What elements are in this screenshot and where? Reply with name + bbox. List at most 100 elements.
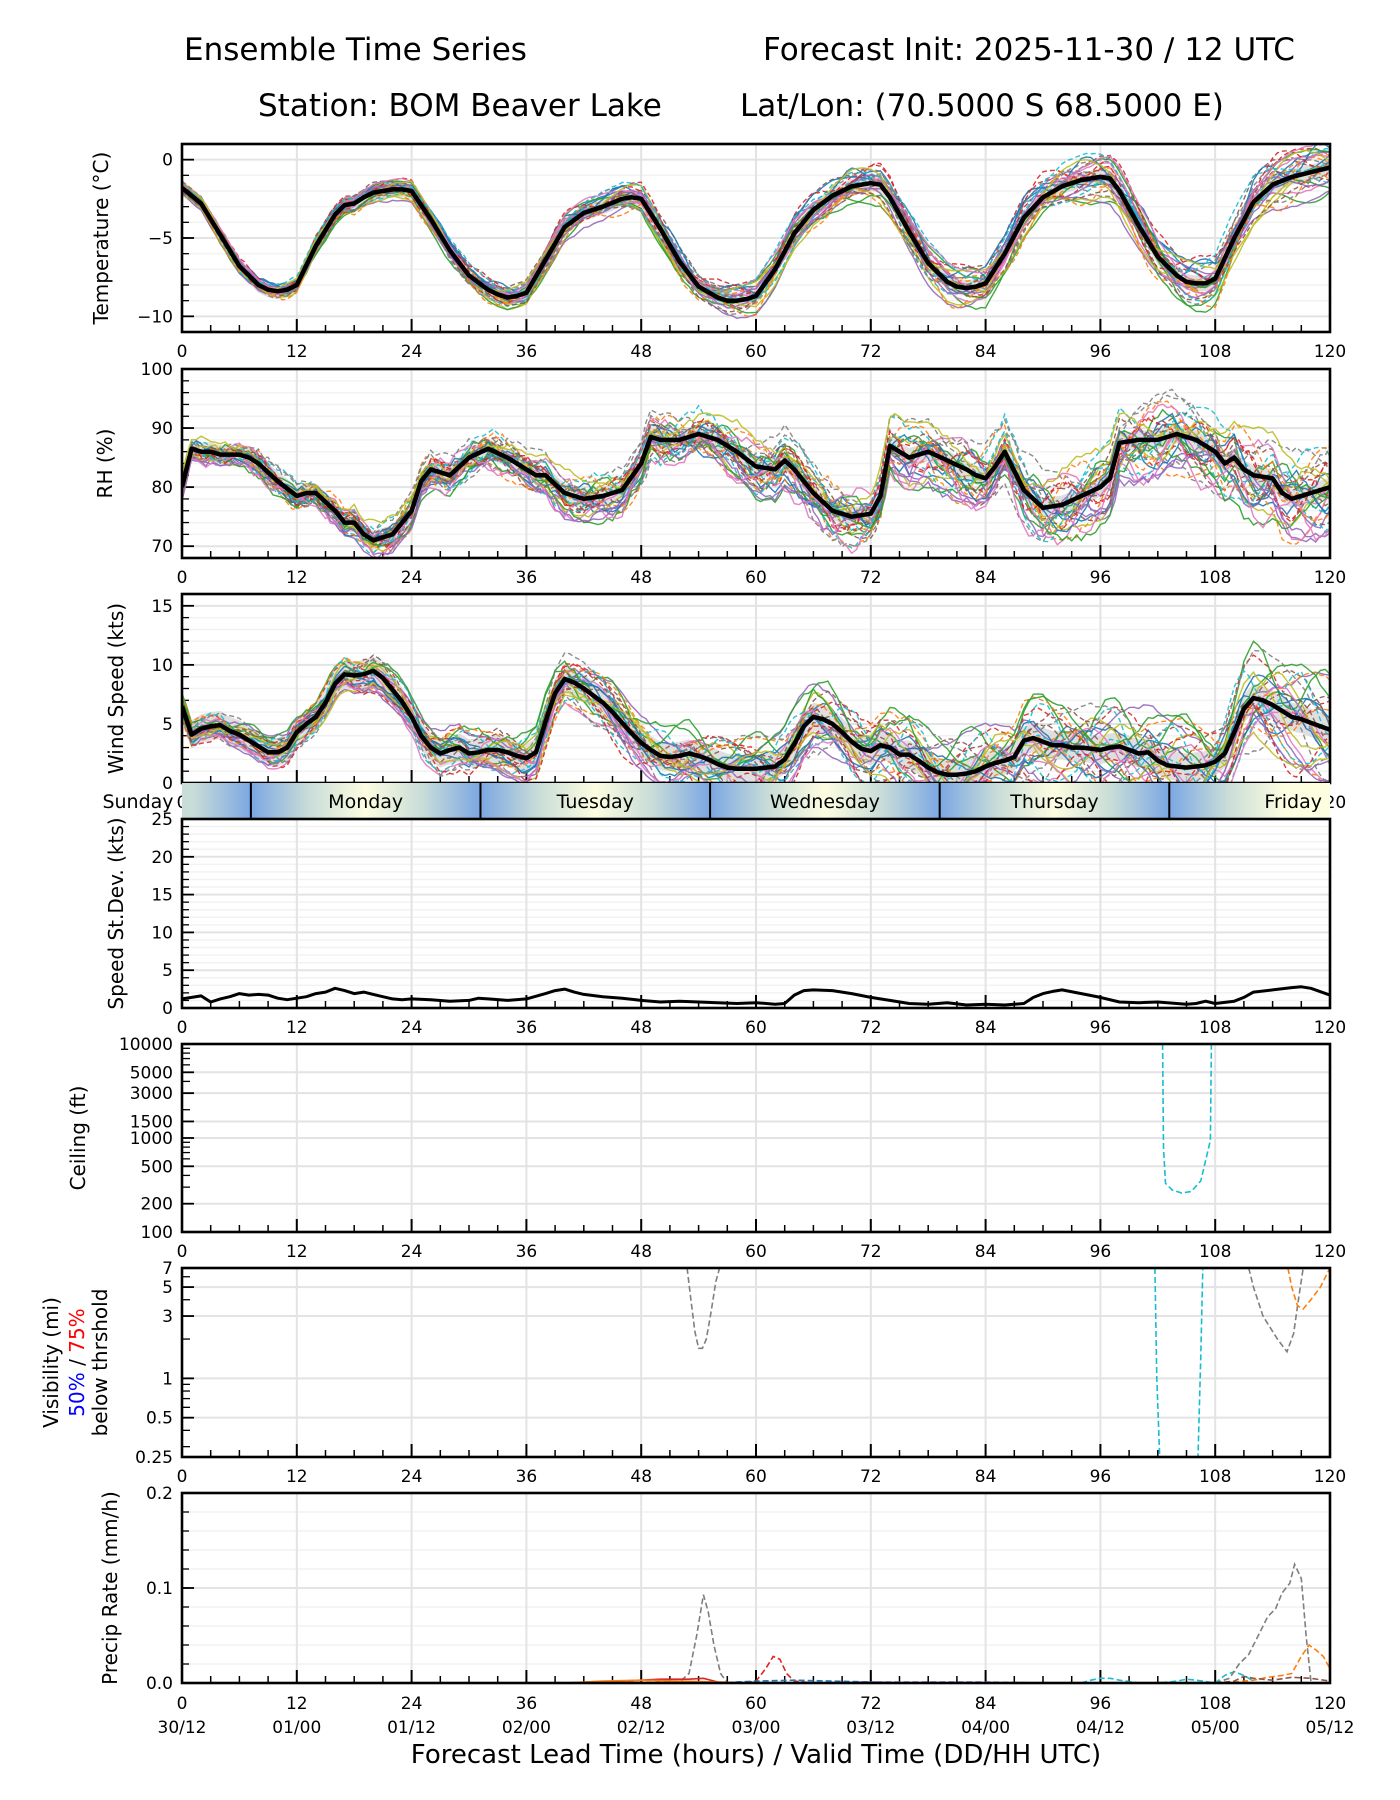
- axes-frame: [180, 367, 1332, 560]
- xtick-label: 0: [177, 1694, 188, 1714]
- plot-area-temperature: [182, 144, 1330, 320]
- xtick-label: 36: [516, 1694, 538, 1714]
- xtick-label: 36: [516, 568, 538, 588]
- xtick-label: 72: [860, 568, 882, 588]
- threshold-label: 50% / 75%: [65, 1308, 89, 1416]
- y-axis-label: RH (%): [93, 429, 117, 499]
- ytick-label: 100: [141, 360, 173, 380]
- ensemble-mean-line: [182, 165, 1330, 303]
- xtick-date-label: 03/12: [846, 1718, 895, 1738]
- xtick-label: 0: [177, 1018, 188, 1038]
- ensemble-member-line: [182, 659, 1330, 781]
- ytick-label: 3000: [130, 1084, 173, 1104]
- ytick-label: 0.2: [146, 1484, 173, 1504]
- forecast-init: Forecast Init: 2025-11-30 / 12 UTC: [763, 32, 1295, 68]
- member-line-member-blue: [717, 1679, 910, 1683]
- ytick-label: 15: [151, 597, 173, 617]
- xtick-label: 96: [1090, 1018, 1112, 1038]
- xtick-label: 24: [401, 1242, 423, 1262]
- ytick-label: 200: [141, 1195, 173, 1215]
- xtick-label: 0: [177, 1242, 188, 1262]
- xtick-label: 84: [975, 342, 997, 362]
- ensemble-member-line: [182, 687, 1330, 783]
- member-line-member-cyan: [1081, 1670, 1254, 1683]
- ytick-label: 0: [162, 999, 173, 1019]
- ensemble-mean-line: [182, 431, 1330, 543]
- ensemble-member-line: [182, 147, 1330, 295]
- xtick-label: 72: [860, 1467, 882, 1487]
- member-line-member-gray-b: [1247, 1268, 1304, 1354]
- day-label: Sunday: [102, 791, 173, 813]
- xtick-label: 84: [975, 1018, 997, 1038]
- member-line-member-brown: [1215, 1675, 1330, 1683]
- xtick-label: 96: [1090, 1467, 1112, 1487]
- ensemble-member-line: [182, 648, 1330, 769]
- xtick-label: 72: [860, 342, 882, 362]
- xtick-label: 36: [516, 1467, 538, 1487]
- xtick-label: 108: [1199, 342, 1231, 362]
- ensemble-member-line: [182, 664, 1330, 783]
- ensemble-member-line: [182, 640, 1330, 768]
- y-axis-label: Wind Speed (kts): [104, 603, 128, 774]
- ensemble-mean-line: [182, 668, 1330, 777]
- xtick-label: 48: [630, 1467, 652, 1487]
- member-line-member-gray-a: [686, 1268, 721, 1350]
- xtick-label: 120: [1314, 342, 1346, 362]
- xtick-label: 96: [1090, 1694, 1112, 1714]
- member-line-member-orange: [1287, 1268, 1330, 1311]
- ytick-label: 0.5: [146, 1409, 173, 1429]
- xtick-label: 24: [401, 568, 423, 588]
- xtick-label: 0: [177, 1467, 188, 1487]
- xtick-date-label: 05/00: [1191, 1718, 1240, 1738]
- ytick-label: 7: [162, 1259, 173, 1279]
- stddev-line: [182, 985, 1330, 1007]
- xtick-label: 48: [630, 568, 652, 588]
- ytick-label: 3: [162, 1307, 173, 1327]
- ytick-label: 80: [151, 478, 173, 498]
- ytick-label: 5: [162, 961, 173, 981]
- xtick-label: 12: [286, 342, 308, 362]
- ensemble-member-line: [182, 681, 1330, 783]
- y-axis-label: Temperature (°C): [89, 152, 113, 326]
- xtick-label: 120: [1314, 1467, 1346, 1487]
- ensemble-member-line: [182, 162, 1330, 315]
- y-axis-label: Speed St.Dev. (kts): [104, 817, 128, 1009]
- member-line-member-gray-a: [564, 1594, 756, 1683]
- y-axis-label: Precip Rate (mm/h): [98, 1491, 122, 1685]
- threshold-75-label: 75%: [65, 1308, 89, 1352]
- ensemble-member-line: [182, 171, 1330, 301]
- axes-frame: [180, 142, 1332, 334]
- plot-area-wind_stddev: [182, 985, 1330, 1007]
- xtick-label: 0: [177, 342, 188, 362]
- member-line-member-cyan: [1154, 1268, 1204, 1457]
- xtick-label: 108: [1199, 1467, 1231, 1487]
- xtick-label: 84: [975, 568, 997, 588]
- threshold-sep: /: [65, 1353, 89, 1372]
- day-label: Tuesday: [556, 791, 634, 813]
- xtick-label: 36: [516, 342, 538, 362]
- ensemble-member-line: [182, 654, 1330, 772]
- ensemble-member-line: [182, 675, 1330, 783]
- station-name: Station: BOM Beaver Lake: [258, 88, 662, 124]
- ytick-label: 0.0: [146, 1674, 173, 1694]
- ensemble-member-line: [182, 154, 1330, 303]
- xtick-date-label: 05/12: [1306, 1718, 1355, 1738]
- threshold-50-label: 50%: [65, 1372, 89, 1416]
- xtick-label: 36: [516, 1018, 538, 1038]
- axes-frame: [180, 1266, 1332, 1459]
- xtick-label: 108: [1199, 1242, 1231, 1262]
- xtick-label: 84: [975, 1467, 997, 1487]
- member-line-member-red: [746, 1655, 814, 1683]
- ytick-label: 10000: [119, 1035, 173, 1055]
- xtick-label: 120: [1314, 1018, 1346, 1038]
- xtick-label: 24: [401, 342, 423, 362]
- xtick-label: 72: [860, 1694, 882, 1714]
- ytick-label: 1500: [130, 1112, 173, 1132]
- plot-area-wind: [182, 640, 1330, 783]
- ytick-label: 5: [162, 715, 173, 735]
- xtick-label: 72: [860, 1018, 882, 1038]
- ensemble-member-line: [182, 412, 1330, 524]
- panel-visibility: 0.25 0.5 1 3 57 0 12 24 36 48 60 72 84 96 108 120 Visibi…: [39, 1259, 1346, 1487]
- axes-frame: [180, 1491, 1332, 1685]
